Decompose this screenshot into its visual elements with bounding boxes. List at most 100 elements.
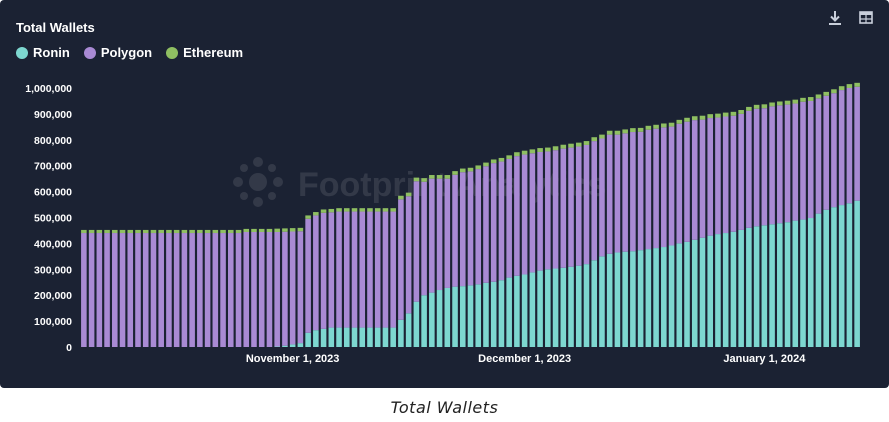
bar-segment-polygon[interactable] [297,231,304,344]
bar-segment-ronin[interactable] [753,226,760,347]
bar-segment-ethereum[interactable] [506,155,512,159]
bar-segment-polygon[interactable] [645,129,652,250]
bar-segment-polygon[interactable] [769,106,775,225]
bar-segment-ronin[interactable] [475,284,482,347]
bar-segment-ronin[interactable] [676,243,683,347]
bar-segment-ronin[interactable] [545,269,551,347]
bar-segment-polygon[interactable] [807,100,814,219]
bar-segment-ethereum[interactable] [575,142,582,147]
bar-segment-ronin[interactable] [707,235,713,347]
bar-segment-polygon[interactable] [831,93,837,208]
bar-segment-ronin[interactable] [328,327,335,347]
bar-segment-ronin[interactable] [289,344,296,347]
bar-segment-ronin[interactable] [854,200,860,347]
bar-segment-ethereum[interactable] [382,208,389,212]
bar-segment-ethereum[interactable] [684,117,690,122]
bar-segment-ronin[interactable] [274,346,280,347]
bar-segment-polygon[interactable] [274,232,280,347]
bar-segment-ethereum[interactable] [235,229,242,234]
bar-segment-ronin[interactable] [800,219,806,347]
bar-segment-polygon[interactable] [421,181,427,296]
bar-segment-ronin[interactable] [313,330,319,347]
bar-segment-ronin[interactable] [444,287,451,347]
bar-segment-ethereum[interactable] [359,208,366,212]
bar-segment-ethereum[interactable] [88,229,95,234]
bar-segment-ethereum[interactable] [815,94,822,99]
bar-segment-polygon[interactable] [251,232,257,347]
bar-segment-ronin[interactable] [498,280,505,347]
bar-segment-ronin[interactable] [514,275,520,347]
bar-segment-ethereum[interactable] [467,167,474,172]
bar-segment-ethereum[interactable] [282,228,288,232]
bar-segment-polygon[interactable] [552,150,559,269]
bar-segment-ethereum[interactable] [127,229,134,234]
bar-segment-ethereum[interactable] [220,229,226,234]
bar-segment-ethereum[interactable] [112,229,118,234]
bar-segment-ethereum[interactable] [266,228,273,233]
bar-segment-polygon[interactable] [467,171,474,286]
bar-segment-ethereum[interactable] [583,141,590,145]
bar-segment-ethereum[interactable] [691,116,698,121]
bar-segment-ethereum[interactable] [436,175,443,179]
bar-segment-ethereum[interactable] [831,89,837,94]
bar-segment-ronin[interactable] [351,327,358,347]
bar-segment-ronin[interactable] [343,327,350,347]
bar-segment-ronin[interactable] [792,220,799,347]
bar-segment-ethereum[interactable] [591,137,598,142]
bar-segment-ethereum[interactable] [158,229,164,234]
bar-segment-polygon[interactable] [336,211,342,328]
download-icon[interactable] [826,9,844,27]
bar-segment-polygon[interactable] [96,233,103,347]
bar-segment-ronin[interactable] [591,260,598,347]
bar-segment-ethereum[interactable] [150,229,157,234]
bar-segment-polygon[interactable] [514,156,520,276]
bar-segment-ronin[interactable] [336,327,342,347]
bar-segment-ethereum[interactable] [614,130,621,135]
bar-segment-ethereum[interactable] [777,101,783,106]
bar-segment-polygon[interactable] [630,132,636,252]
bar-segment-ronin[interactable] [467,285,474,347]
bar-segment-polygon[interactable] [730,115,737,232]
bar-segment-polygon[interactable] [88,233,95,347]
bar-segment-polygon[interactable] [429,178,435,293]
bar-segment-polygon[interactable] [81,233,87,347]
bar-segment-polygon[interactable] [359,211,366,328]
bar-segment-polygon[interactable] [483,166,489,283]
bar-segment-ronin[interactable] [746,227,752,347]
bar-segment-polygon[interactable] [367,211,373,328]
bar-segment-polygon[interactable] [521,154,528,275]
bar-segment-ethereum[interactable] [274,228,280,233]
bar-segment-ethereum[interactable] [119,229,126,234]
bar-segment-polygon[interactable] [823,95,829,210]
bar-segment-ethereum[interactable] [800,97,806,102]
bar-segment-ronin[interactable] [374,327,381,347]
bar-segment-ronin[interactable] [722,233,729,347]
bar-segment-polygon[interactable] [289,231,296,345]
bar-segment-ronin[interactable] [568,266,574,347]
bar-segment-polygon[interactable] [529,153,536,273]
bar-segment-polygon[interactable] [235,233,242,347]
bar-segment-polygon[interactable] [699,119,706,238]
bar-segment-ethereum[interactable] [653,124,659,129]
bar-segment-polygon[interactable] [313,215,319,331]
bar-segment-ethereum[interactable] [784,100,791,105]
bar-segment-ethereum[interactable] [343,208,350,212]
bar-segment-polygon[interactable] [537,151,543,271]
bar-segment-ethereum[interactable] [251,228,257,233]
bar-segment-polygon[interactable] [676,123,683,244]
bar-segment-ethereum[interactable] [854,82,860,87]
bar-segment-ethereum[interactable] [552,146,559,151]
bar-segment-ronin[interactable] [282,345,288,347]
bar-segment-ronin[interactable] [537,270,543,347]
bar-segment-ethereum[interactable] [746,106,752,111]
bar-segment-ronin[interactable] [320,328,327,347]
bar-segment-polygon[interactable] [738,113,744,230]
bar-segment-ethereum[interactable] [289,228,296,232]
bar-segment-polygon[interactable] [119,233,126,347]
bar-segment-ethereum[interactable] [197,229,203,234]
bar-segment-polygon[interactable] [158,233,164,347]
bar-segment-polygon[interactable] [444,178,451,288]
bar-segment-polygon[interactable] [784,104,791,223]
bar-segment-ethereum[interactable] [807,97,814,101]
bar-segment-polygon[interactable] [475,169,482,285]
